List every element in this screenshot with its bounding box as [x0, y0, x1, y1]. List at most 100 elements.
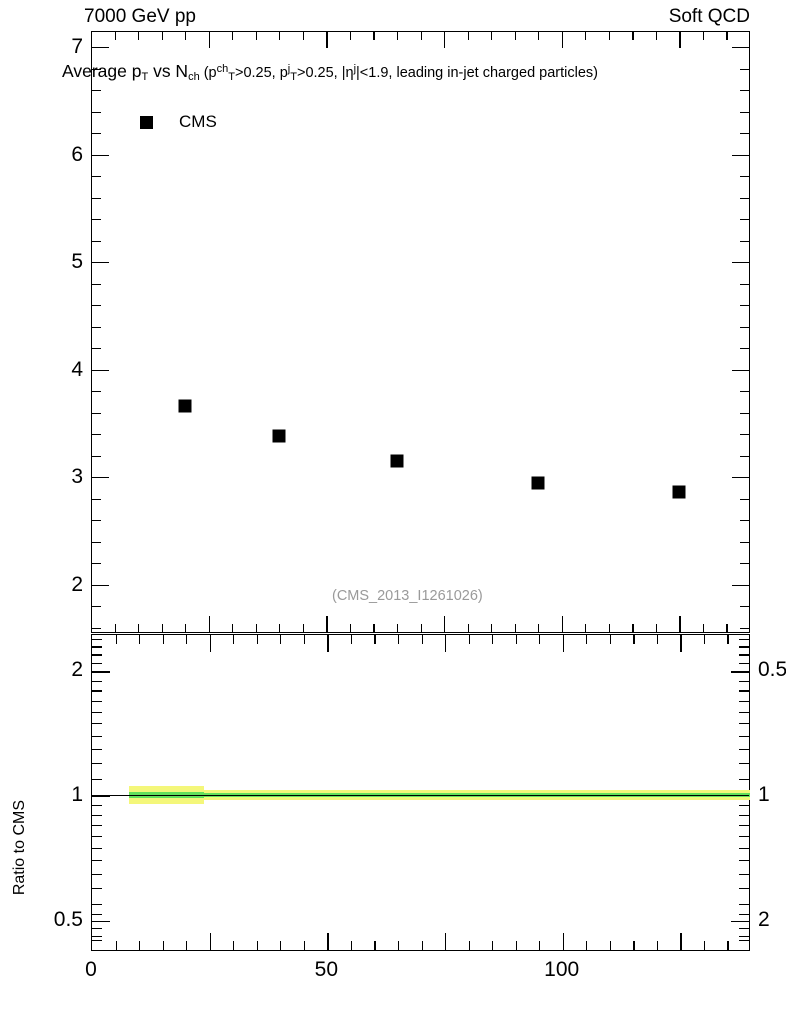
- ratio-y-tick-label-right: 0.5: [758, 658, 786, 682]
- x-axis-tick-label: 0: [85, 958, 97, 981]
- axis-tick: [492, 635, 494, 644]
- legend-label-cms: CMS: [179, 112, 217, 131]
- axis-tick: [740, 326, 750, 328]
- axis-tick: [91, 197, 101, 199]
- axis-tick: [739, 927, 749, 930]
- axis-tick: [586, 635, 588, 644]
- axis-tick: [740, 563, 750, 565]
- axis-tick: [91, 240, 101, 242]
- axis-tick: [538, 31, 540, 40]
- y-axis-tick-label: 3: [71, 465, 83, 489]
- axis-tick: [538, 624, 540, 633]
- axis-tick: [91, 455, 101, 457]
- axis-tick: [91, 219, 101, 221]
- axis-tick: [740, 197, 750, 199]
- axis-tick: [739, 711, 749, 713]
- axis-tick: [303, 941, 305, 950]
- axis-tick: [91, 47, 109, 49]
- axis-tick: [92, 847, 102, 849]
- axis-tick: [396, 31, 399, 40]
- axis-tick: [92, 920, 110, 922]
- axis-tick: [327, 635, 329, 652]
- axis-tick: [91, 520, 101, 522]
- axis-tick: [739, 690, 749, 692]
- axis-tick: [350, 635, 353, 644]
- axis-tick: [255, 624, 257, 633]
- data-point-marker: [390, 454, 404, 468]
- axis-tick: [349, 624, 352, 633]
- axis-tick: [92, 796, 110, 798]
- axis-tick: [514, 624, 516, 633]
- axis-tick: [420, 624, 422, 633]
- title-paren: (p: [199, 65, 217, 81]
- axis-tick: [256, 941, 258, 950]
- axis-tick: [539, 635, 541, 644]
- axis-tick: [739, 847, 749, 849]
- axis-tick: [739, 654, 749, 656]
- axis-tick: [655, 31, 658, 40]
- axis-tick: [740, 455, 750, 457]
- axis-tick: [740, 90, 750, 92]
- y-axis-tick-label: 5: [71, 250, 83, 274]
- y-axis-tick-label: 7: [71, 35, 83, 59]
- axis-tick: [115, 941, 117, 950]
- axis-tick: [421, 635, 423, 644]
- axis-tick: [703, 635, 706, 644]
- axis-tick: [327, 933, 329, 950]
- axis-tick: [280, 941, 282, 950]
- axis-tick: [739, 723, 749, 725]
- axis-tick: [421, 941, 423, 950]
- axis-tick: [739, 700, 749, 702]
- header-beam-label: 7000 GeV pp: [84, 6, 196, 27]
- axis-tick: [91, 90, 101, 92]
- axis-tick: [185, 624, 187, 633]
- axis-tick: [114, 31, 116, 40]
- axis-tick: [420, 31, 422, 40]
- axis-tick: [732, 47, 750, 49]
- axis-tick: [115, 635, 117, 644]
- axis-tick: [609, 941, 611, 950]
- axis-tick: [92, 723, 102, 725]
- data-point-marker: [672, 485, 686, 499]
- axis-tick: [139, 635, 141, 644]
- title-sub-T: T: [141, 71, 149, 83]
- ratio-y-tick-label-right: 2: [758, 907, 770, 931]
- axis-tick: [680, 933, 682, 950]
- axis-tick: [91, 434, 101, 436]
- axis-tick: [233, 941, 235, 950]
- axis-tick: [92, 662, 102, 664]
- axis-tick: [91, 176, 101, 178]
- axis-tick: [739, 805, 749, 807]
- x-axis-tick-labels: 0 50 100: [0, 958, 786, 988]
- axis-tick: [739, 873, 749, 875]
- page-title: Average pT vs Nch (pchT>0.25, pjT>0.25, …: [62, 61, 598, 83]
- axis-tick: [91, 68, 101, 70]
- axis-tick: [467, 624, 469, 633]
- axis-tick: [92, 860, 102, 862]
- axis-tick: [139, 941, 141, 950]
- y-axis-tick-label: 2: [71, 572, 83, 596]
- title-cut3: |<1.9, leading in-jet charged particles): [356, 65, 598, 81]
- axis-tick: [539, 941, 541, 950]
- axis-tick: [209, 635, 211, 652]
- axis-tick: [740, 498, 750, 500]
- axis-tick: [585, 31, 587, 40]
- axis-tick: [114, 624, 116, 633]
- axis-tick: [739, 935, 749, 937]
- data-point-marker: [178, 399, 192, 413]
- axis-tick: [732, 477, 750, 479]
- axis-tick: [92, 836, 102, 838]
- axis-tick: [91, 477, 109, 479]
- axis-tick: [679, 616, 681, 633]
- ratio-axis-label: Ratio to CMS: [11, 800, 28, 896]
- axis-tick: [185, 31, 187, 40]
- axis-tick: [92, 873, 102, 875]
- ratio-y-tick-label: 0.5: [53, 907, 83, 931]
- axis-tick: [632, 31, 634, 40]
- axis-tick: [209, 933, 211, 950]
- axis-tick: [740, 391, 750, 393]
- axis-tick: [586, 941, 588, 950]
- data-point-marker: [531, 476, 545, 489]
- axis-tick: [727, 941, 729, 950]
- axis-tick: [739, 662, 749, 664]
